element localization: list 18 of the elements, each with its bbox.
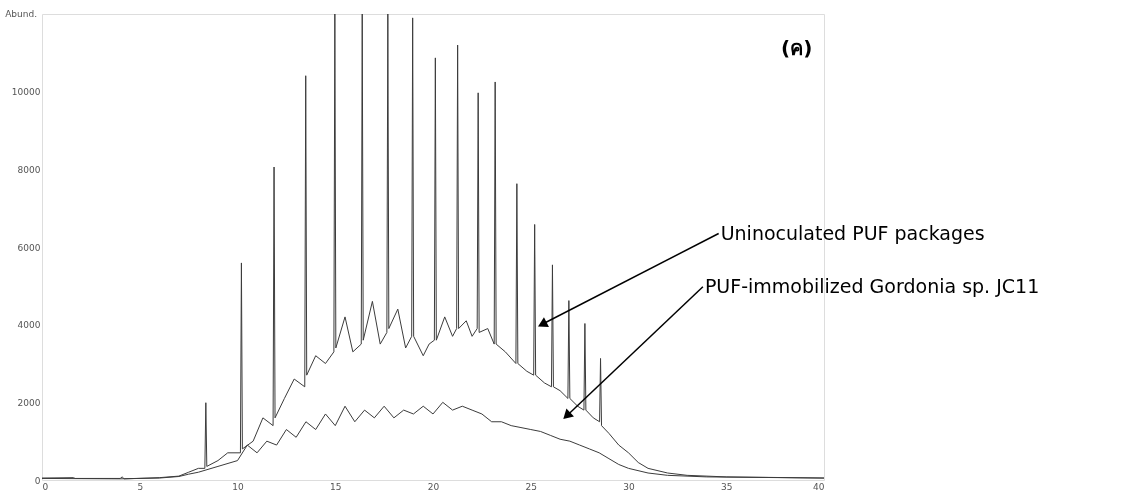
- x-tick-label: 5: [137, 481, 144, 490]
- annotation: PUF-immobilized Gordonia sp. JC11: [704, 274, 1040, 297]
- x-tick-label: 40: [813, 481, 825, 490]
- y-axis-title: Abund.: [5, 9, 37, 19]
- x-tick-label: 15: [330, 481, 342, 490]
- x-tick-label: 0: [42, 481, 49, 490]
- x-tick-label: 35: [721, 481, 733, 490]
- y-tick-label: 10000: [11, 87, 41, 98]
- x-tick-label: 10: [232, 481, 244, 490]
- y-tick-label: 2000: [17, 397, 41, 408]
- x-tick-label: 30: [623, 481, 635, 490]
- y-tick-label: 8000: [17, 164, 41, 175]
- y-tick-label: 6000: [17, 242, 41, 253]
- annotation: (ค): [780, 36, 813, 60]
- annotation: Uninoculated PUF packages: [720, 221, 985, 244]
- x-tick-label: 25: [525, 481, 537, 490]
- y-tick-label: 4000: [17, 320, 41, 331]
- x-tick-label: 20: [427, 481, 440, 490]
